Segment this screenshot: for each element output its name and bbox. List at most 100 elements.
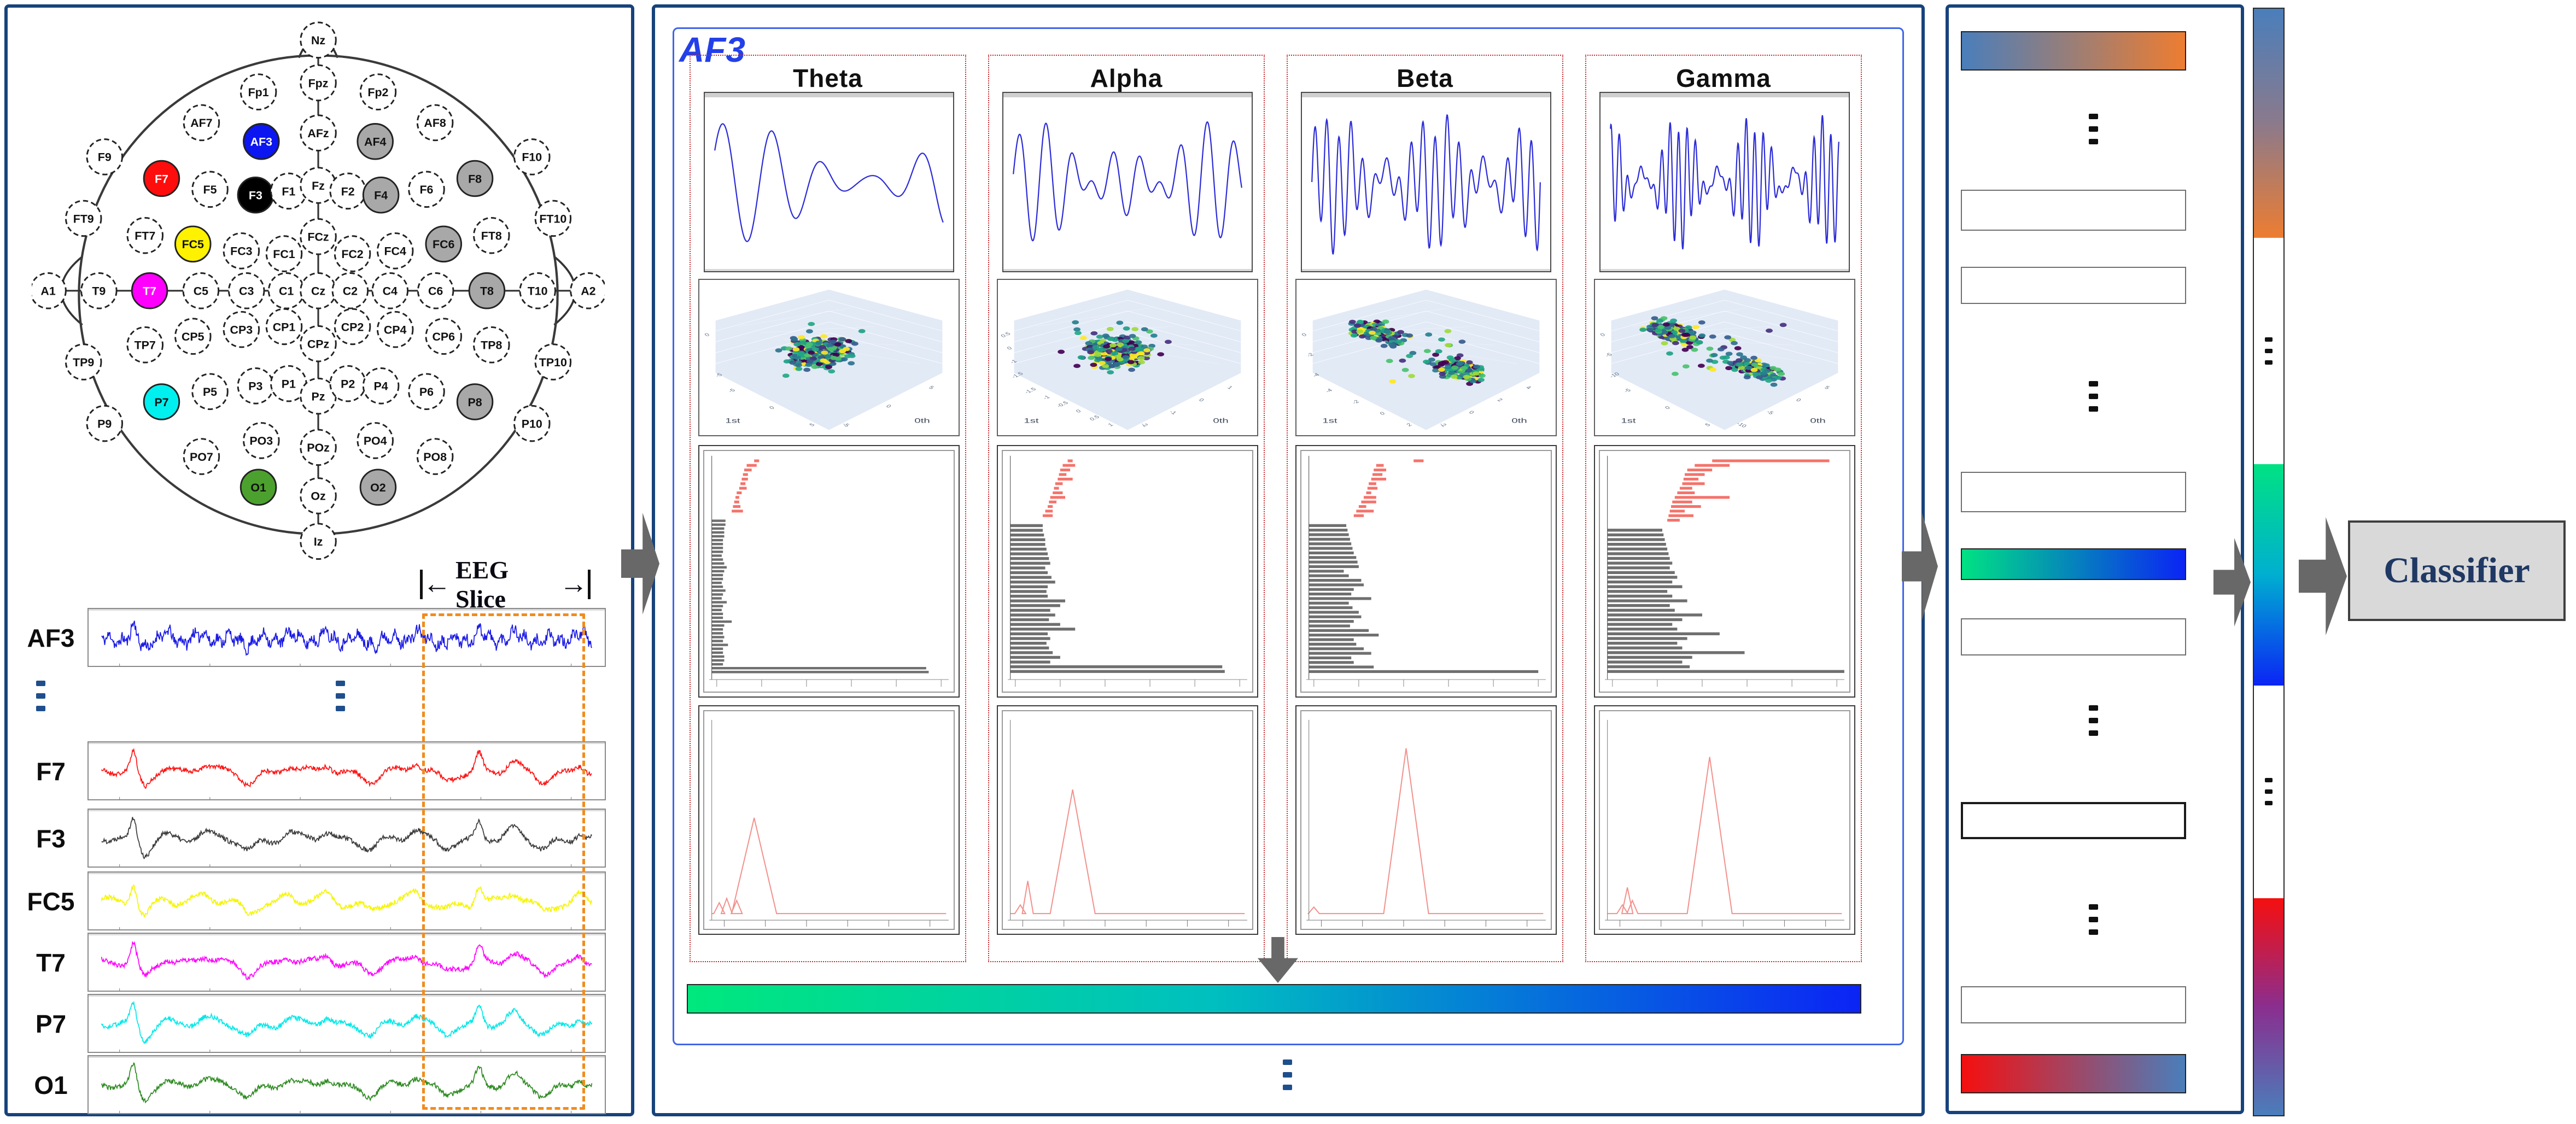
electrode-PO7: PO7 bbox=[183, 438, 220, 475]
electrode-F2: F2 bbox=[329, 172, 366, 210]
feature-ellipsis bbox=[2089, 114, 2098, 144]
svg-text:P4: P4 bbox=[374, 380, 388, 393]
vector-gradient-segment bbox=[2254, 464, 2283, 686]
electrode-AFz: AFz bbox=[300, 114, 337, 151]
svg-text:5: 5 bbox=[1704, 422, 1712, 428]
electrode-C1: C1 bbox=[267, 272, 305, 309]
svg-text:F4: F4 bbox=[374, 189, 388, 202]
electrode-F3: F3 bbox=[237, 176, 274, 214]
svg-text:Fpz: Fpz bbox=[308, 77, 329, 90]
svg-text:-4: -4 bbox=[1324, 388, 1334, 394]
svg-text:Fz: Fz bbox=[312, 179, 325, 192]
svg-text:FC5: FC5 bbox=[182, 238, 204, 251]
electrode-CPz: CPz bbox=[300, 325, 337, 362]
svg-text:5: 5 bbox=[927, 385, 936, 390]
embedding-scatter-theta: 0 -5 -5 0 5 -5 0 5 1st 0th bbox=[698, 279, 960, 436]
band-waveform-alpha bbox=[1002, 92, 1253, 272]
trace-plot-FC5 bbox=[87, 871, 606, 930]
svg-text:0: 0 bbox=[1006, 346, 1014, 351]
electrode-Fpz: Fpz bbox=[300, 64, 337, 102]
svg-text:0: 0 bbox=[768, 405, 776, 411]
svg-text:TP9: TP9 bbox=[73, 356, 94, 369]
svg-text:TP8: TP8 bbox=[481, 339, 502, 352]
electrode-P8: P8 bbox=[456, 383, 494, 420]
svg-text:T9: T9 bbox=[92, 285, 106, 298]
trace-label-FC5: FC5 bbox=[27, 887, 75, 916]
svg-text:T8: T8 bbox=[480, 285, 494, 298]
electrode-CP1: CP1 bbox=[265, 308, 303, 346]
electrode-C4: C4 bbox=[371, 272, 409, 309]
svg-text:2: 2 bbox=[1496, 397, 1504, 403]
spectrum-line-gamma bbox=[1594, 705, 1855, 935]
electrode-F5: F5 bbox=[191, 171, 229, 208]
svg-text:-5: -5 bbox=[1604, 352, 1614, 358]
svg-text:CP3: CP3 bbox=[230, 323, 253, 336]
svg-text:FC6: FC6 bbox=[433, 238, 454, 251]
svg-text:Oz: Oz bbox=[311, 490, 325, 503]
electrode-FT9: FT9 bbox=[65, 200, 102, 237]
svg-text:5: 5 bbox=[1823, 385, 1831, 390]
svg-text:-5: -5 bbox=[714, 372, 724, 378]
svg-text:-4: -4 bbox=[1311, 372, 1321, 378]
electrode-O1: O1 bbox=[240, 469, 277, 506]
band-waveform-gamma bbox=[1599, 92, 1850, 272]
electrode-Nz: Nz bbox=[300, 21, 337, 59]
svg-text:AF7: AF7 bbox=[190, 116, 212, 130]
svg-text:CP4: CP4 bbox=[384, 323, 407, 336]
svg-text:PO8: PO8 bbox=[423, 450, 447, 464]
band-header: Gamma bbox=[1676, 64, 1771, 92]
vector-ellipsis bbox=[2265, 337, 2273, 365]
electrode-A1: A1 bbox=[32, 272, 67, 309]
electrode-Iz: Iz bbox=[300, 523, 337, 560]
svg-text:TP7: TP7 bbox=[135, 339, 156, 352]
shap-bars-beta bbox=[1295, 445, 1557, 698]
svg-text:AF4: AF4 bbox=[364, 136, 386, 149]
electrode-CP3: CP3 bbox=[223, 311, 260, 348]
eeg-slice-label: EEG Slice bbox=[455, 556, 509, 613]
svg-text:C5: C5 bbox=[194, 285, 208, 298]
svg-text:-1: -1 bbox=[1009, 359, 1019, 365]
svg-text:AF8: AF8 bbox=[424, 116, 446, 130]
right-arrow-icon: → bbox=[559, 569, 588, 600]
svg-text:0: 0 bbox=[1198, 397, 1206, 403]
band-waveform-beta bbox=[1301, 92, 1551, 272]
svg-text:F1: F1 bbox=[282, 185, 295, 198]
band-column-alpha: Alpha 0.5 0 -1 -1.5 -1.5 -1 -0.5 0 0.5 1 -2 -1 0 1 1st 0… bbox=[988, 55, 1265, 962]
svg-text:FC1: FC1 bbox=[273, 248, 295, 261]
svg-text:P3: P3 bbox=[248, 380, 262, 393]
trace-label-AF3: AF3 bbox=[27, 624, 75, 652]
svg-text:Pz: Pz bbox=[312, 390, 325, 403]
svg-text:POz: POz bbox=[307, 441, 330, 454]
electrode-P5: P5 bbox=[191, 373, 229, 410]
shap-bars-alpha bbox=[997, 445, 1258, 698]
band-column-beta: Beta 0 -2 -4 -4 -2 0 2 -2 0 2 4 1st 0th bbox=[1287, 55, 1563, 962]
svg-text:Cz: Cz bbox=[311, 285, 325, 298]
feature-placeholder-box bbox=[1961, 986, 2186, 1023]
electrode-F4: F4 bbox=[362, 176, 400, 214]
svg-text:FT9: FT9 bbox=[73, 212, 94, 225]
electrode-F1: F1 bbox=[270, 172, 307, 210]
svg-text:C4: C4 bbox=[383, 285, 398, 298]
svg-text:PO4: PO4 bbox=[364, 435, 387, 448]
channel-ellipsis-left bbox=[36, 681, 45, 711]
electrode-P3: P3 bbox=[237, 367, 274, 405]
svg-text:0th: 0th bbox=[1511, 417, 1527, 424]
electrode-FC5: FC5 bbox=[174, 225, 212, 263]
svg-text:1: 1 bbox=[1226, 385, 1234, 390]
electrode-T7: T7 bbox=[131, 272, 168, 309]
electrode-Fp1: Fp1 bbox=[240, 73, 277, 110]
svg-text:-1: -1 bbox=[1168, 409, 1178, 415]
band-column-theta: Theta 0 -5 -5 0 5 -5 0 5 1st 0th bbox=[690, 55, 966, 962]
trace-plot-T7 bbox=[87, 933, 606, 992]
eeg-slice-annotation: ← EEG Slice → bbox=[420, 556, 591, 613]
electrode-P6: P6 bbox=[408, 373, 445, 410]
feature-placeholder-box bbox=[1961, 472, 2186, 512]
svg-text:A2: A2 bbox=[581, 285, 595, 298]
electrode-AF4: AF4 bbox=[357, 123, 394, 160]
svg-text:CP1: CP1 bbox=[273, 320, 296, 333]
electrode-TP8: TP8 bbox=[473, 326, 510, 364]
svg-text:1st: 1st bbox=[725, 417, 740, 424]
svg-text:0: 0 bbox=[1300, 332, 1309, 338]
trace-plot-F7 bbox=[87, 741, 606, 800]
svg-text:F8: F8 bbox=[468, 172, 482, 185]
